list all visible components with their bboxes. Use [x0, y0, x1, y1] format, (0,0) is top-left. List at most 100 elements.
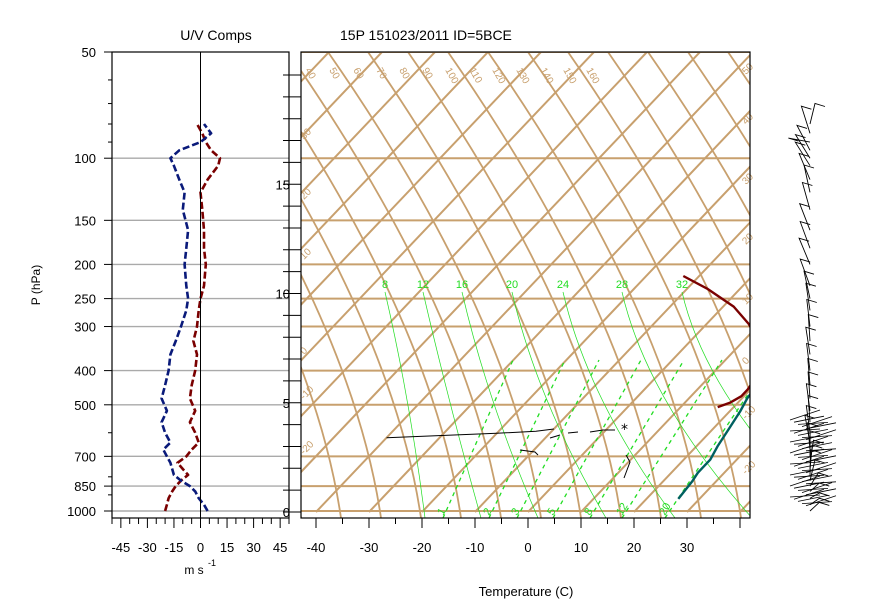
wind-barb [793, 441, 825, 445]
uv-x-axis-label-superscript: -1 [208, 558, 216, 568]
dry-adiabat-line [301, 365, 342, 518]
dry-adiabat-line [41, 42, 261, 518]
isotherm-label: 40 [740, 111, 756, 127]
height-tick-label: 15 [276, 177, 290, 192]
mixing-ratio-bottom-label: 12 [614, 501, 631, 518]
dry-adiabat-line [301, 512, 302, 518]
wind-barb [797, 469, 829, 480]
wind-barb [789, 442, 821, 454]
wind-barb [807, 357, 818, 386]
theta-label: 60 [350, 66, 365, 82]
uv-y-tick-label: 250 [74, 292, 96, 307]
isotherm-line [633, 388, 750, 513]
uv-y-tick-label: 200 [74, 257, 96, 272]
uv-x-axis: -45 -30 -15 0 15 30 45 [111, 518, 290, 555]
wind-barb [793, 415, 825, 423]
uv-y-tick-label: 400 [74, 364, 96, 379]
saturated-adiabat-line [552, 359, 642, 518]
uv-x-tick-label: 0 [197, 540, 204, 555]
wind-barb [806, 342, 817, 371]
wind-barbs-column [788, 102, 837, 512]
uv-y-tick-label: 850 [74, 479, 96, 494]
uv-x-tick-label: 45 [273, 540, 287, 555]
height-tick-label: 0 [283, 505, 290, 520]
u-wind-line [163, 123, 222, 512]
isotherm-label: 20 [740, 231, 756, 247]
mixing-ratio-line [511, 291, 607, 518]
wind-barb [789, 461, 821, 465]
dry-adiabat-line [486, 52, 702, 518]
temperature-tick-label: 10 [574, 540, 588, 555]
mixing-ratio-label: 8 [382, 279, 388, 291]
theta-label: 40 [302, 66, 317, 82]
uv-y-tick-label: 700 [74, 449, 96, 464]
wind-barb [789, 468, 821, 476]
trajectory-segment [623, 454, 631, 479]
isotherm-line [301, 52, 596, 362]
parcel-profile [386, 428, 554, 439]
dry-adiabat-line [686, 52, 750, 149]
mixing-ratio-bottom-label: 8 [582, 506, 595, 517]
temperature-tick-label: 20 [627, 540, 641, 555]
uv-profile-lines [160, 123, 222, 512]
isotherm-line [739, 500, 750, 513]
dry-adiabat-line [526, 52, 742, 518]
mixing-ratio-lines [384, 291, 750, 518]
wind-barb [797, 495, 829, 502]
wind-barb [807, 313, 819, 342]
isotherm-line [474, 221, 750, 513]
wind-barb [788, 137, 811, 143]
uv-x-tick-label: -45 [111, 540, 130, 555]
wind-barb [793, 422, 825, 434]
skewt-title: 15P 151023/2011 ID=5BCE [340, 27, 512, 43]
wind-barb [794, 141, 811, 166]
wind-barb [805, 495, 837, 507]
wind-barb [806, 298, 817, 327]
isotherm-line [527, 276, 750, 513]
mixing-ratio-label: 20 [506, 279, 518, 291]
uv-x-tick-label: 15 [220, 540, 234, 555]
temperature-tick-label: -10 [466, 540, 485, 555]
theta-label: 50 [326, 66, 341, 82]
dry-adiabat-line [446, 52, 662, 518]
skewt-profiles: * [386, 274, 750, 500]
wind-barb [801, 449, 833, 460]
uv-y-tick-label: 300 [74, 320, 96, 335]
dry-adiabat-line [301, 69, 502, 518]
wind-barb [799, 258, 811, 286]
height-axis: 0 5 10 15 [276, 74, 301, 520]
theta-label: 90 [419, 66, 434, 82]
mixing-ratio-label: 12 [417, 279, 429, 291]
wind-barb [789, 475, 821, 487]
dry-adiabat-line [761, 42, 887, 518]
theta-label: 140 [537, 66, 555, 86]
mixing-ratio-label: 28 [616, 279, 628, 291]
theta-label: 160 [583, 66, 601, 86]
mixing-ratio-line [621, 291, 750, 517]
saturated-adiabat-line [621, 359, 723, 518]
uv-y-tick-label: 100 [74, 151, 96, 166]
uv-y-axis: 1000 850 700 500 400 300 250 200 150 100 50 [67, 45, 112, 519]
wind-barb [800, 105, 812, 134]
theta-label: 70 [373, 66, 388, 82]
wind-barb [796, 124, 811, 151]
dry-adiabat-line [406, 52, 622, 518]
mixing-ratio-bottom-label: 2 [481, 506, 494, 517]
wind-barb [807, 371, 819, 399]
mixing-ratio-bottom-label: 3 [509, 506, 522, 517]
skewt-panel-frame [300, 51, 751, 519]
isotherm-line [301, 52, 331, 83]
temperature-axis: -40 -30 -20 -10 0 10 20 30 [307, 518, 741, 555]
height-tick-label: 10 [276, 287, 290, 302]
wind-barb [789, 409, 821, 421]
wind-barb [797, 462, 829, 469]
trajectory-segment [519, 449, 539, 456]
isotherm-line [793, 0, 887, 512]
dry-adiabat-line [566, 52, 750, 396]
wind-barb [794, 133, 811, 159]
uv-panel-title: U/V Comps [180, 27, 252, 43]
wind-barb [801, 181, 813, 210]
height-tick-label: 5 [283, 396, 290, 411]
